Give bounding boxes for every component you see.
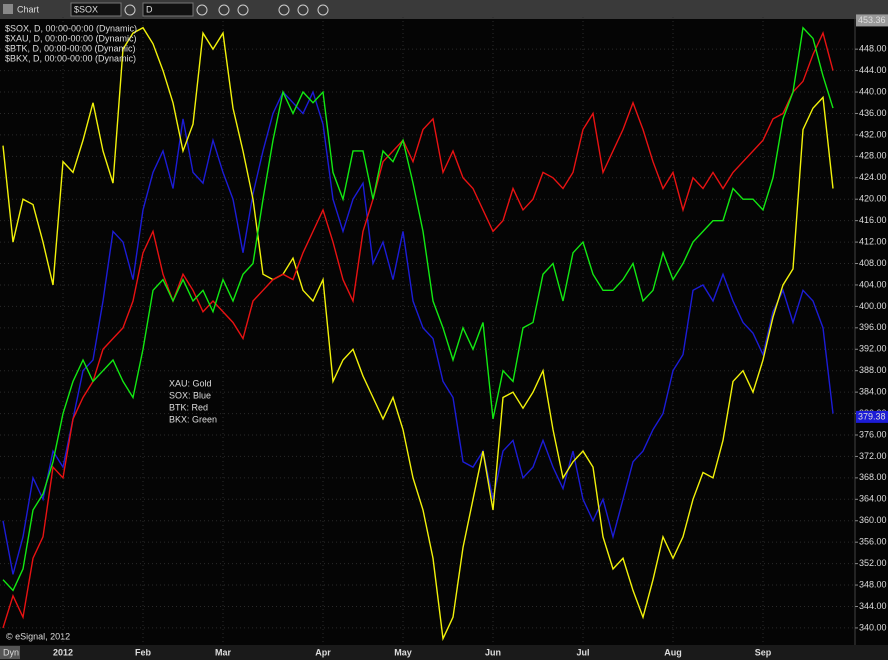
y-tick-label: 408.00 bbox=[859, 258, 887, 268]
toolbar bbox=[0, 0, 888, 19]
erase-button[interactable] bbox=[317, 4, 329, 16]
y-tick-label: 412.00 bbox=[859, 236, 887, 246]
price-label-box bbox=[856, 14, 888, 27]
annotation: BKX: Green bbox=[169, 414, 217, 424]
y-tick-label: 368.00 bbox=[859, 472, 887, 482]
x-axis-bar bbox=[0, 645, 888, 660]
y-tick-label: 428.00 bbox=[859, 151, 887, 161]
x-tick-label: Jun bbox=[485, 647, 501, 657]
price-label: 379.38 bbox=[858, 411, 886, 421]
y-tick-label: 436.00 bbox=[859, 108, 887, 118]
interval-text: D bbox=[146, 4, 153, 14]
corner-box[interactable] bbox=[0, 646, 20, 659]
y-tick-label: 432.00 bbox=[859, 129, 887, 139]
legend-entry: $BKX, D, 00:00-00:00 (Dynamic) bbox=[5, 53, 136, 63]
y-tick-label: 356.00 bbox=[859, 537, 887, 547]
annotation: SOX: Blue bbox=[169, 390, 211, 400]
y-tick-label: 348.00 bbox=[859, 579, 887, 589]
y-tick-label: 384.00 bbox=[859, 387, 887, 397]
y-tick-label: 396.00 bbox=[859, 322, 887, 332]
x-tick-label: May bbox=[394, 647, 412, 657]
legend-entry: $SOX, D, 00:00-00:00 (Dynamic) bbox=[5, 23, 137, 33]
x-tick-label: Jul bbox=[576, 647, 589, 657]
y-tick-label: 420.00 bbox=[859, 194, 887, 204]
window-title: Chart bbox=[17, 4, 40, 14]
y-tick-label: 340.00 bbox=[859, 622, 887, 632]
corner-label: Dyn bbox=[3, 647, 19, 657]
y-tick-label: 352.00 bbox=[859, 558, 887, 568]
y-tick-label: 416.00 bbox=[859, 215, 887, 225]
y-tick-label: 440.00 bbox=[859, 86, 887, 96]
refresh-button[interactable] bbox=[237, 4, 249, 16]
y-tick-label: 372.00 bbox=[859, 451, 887, 461]
y-tick-label: 400.00 bbox=[859, 301, 887, 311]
y-tick-label: 392.00 bbox=[859, 344, 887, 354]
series-line bbox=[2, 26, 834, 642]
x-tick-label: Mar bbox=[215, 647, 232, 657]
x-tick-label: Feb bbox=[135, 647, 152, 657]
x-tick-label: Apr bbox=[315, 647, 331, 657]
y-tick-label: 424.00 bbox=[859, 172, 887, 182]
draw-button[interactable] bbox=[218, 4, 230, 16]
series-line bbox=[2, 26, 834, 592]
legend-entry: $BTK, D, 00:00-00:00 (Dynamic) bbox=[5, 43, 136, 53]
y-tick-label: 448.00 bbox=[859, 44, 887, 54]
y-tick-label: 376.00 bbox=[859, 429, 887, 439]
series-line bbox=[2, 90, 834, 575]
annotation: XAU: Gold bbox=[169, 378, 212, 388]
watermark: © eSignal, 2012 bbox=[6, 631, 70, 641]
link-button[interactable] bbox=[124, 4, 136, 16]
price-label: 453.36 bbox=[858, 15, 886, 25]
x-tick-label: Aug bbox=[664, 647, 682, 657]
y-tick-label: 364.00 bbox=[859, 494, 887, 504]
x-tick-label: 2012 bbox=[53, 647, 73, 657]
play-button[interactable] bbox=[278, 4, 290, 16]
annotation: BTK: Red bbox=[169, 402, 208, 412]
y-tick-label: 344.00 bbox=[859, 601, 887, 611]
price-label-box bbox=[856, 410, 888, 423]
symbol-text: $SOX bbox=[74, 4, 98, 14]
y-tick-label: 404.00 bbox=[859, 279, 887, 289]
legend-entry: $XAU, D, 00:00-00:00 (Dynamic) bbox=[5, 33, 137, 43]
symbol-input[interactable] bbox=[70, 2, 122, 17]
x-tick-label: Sep bbox=[755, 647, 772, 657]
series-line bbox=[2, 31, 834, 629]
interval-input[interactable] bbox=[142, 2, 194, 17]
time-button[interactable] bbox=[196, 4, 208, 16]
y-tick-label: 444.00 bbox=[859, 65, 887, 75]
y-tick-label: 360.00 bbox=[859, 515, 887, 525]
chart-icon bbox=[3, 4, 13, 14]
y-tick-label: 388.00 bbox=[859, 365, 887, 375]
cursor-button[interactable] bbox=[297, 4, 309, 16]
